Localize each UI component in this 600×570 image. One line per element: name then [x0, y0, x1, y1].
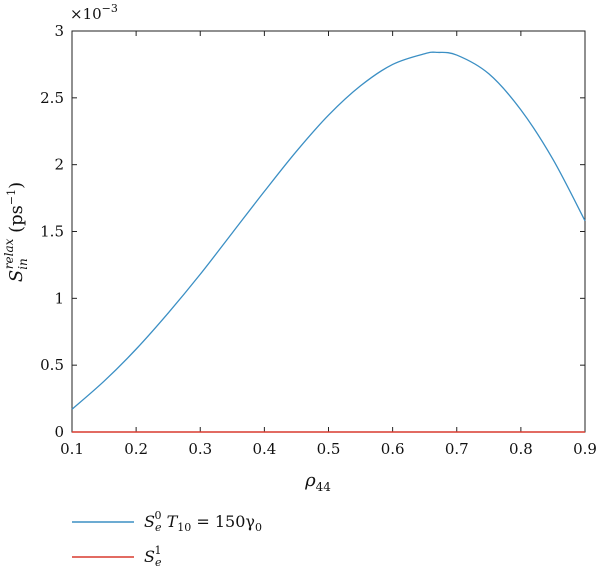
x-tick-label: 0.7 — [445, 440, 469, 458]
x-tick-label: 0.1 — [60, 440, 84, 458]
legend-label-series-2: Se1 — [144, 544, 162, 569]
legend-entry-series-1: Se0 T10 = 150γ0 — [72, 509, 262, 534]
x-ticks: 0.1 0.2 0.3 0.4 0.5 0.6 0.7 0.8 0.9 — [60, 31, 597, 458]
y-tick-label: 0.5 — [40, 356, 64, 374]
x-tick-label: 0.5 — [317, 440, 341, 458]
x-tick-label: 0.2 — [124, 440, 148, 458]
y-tick-label: 3 — [54, 22, 64, 40]
x-tick-label: 0.6 — [381, 440, 405, 458]
y-tick-label: 2 — [54, 156, 64, 174]
y-axis-label: Sinrelax (ps−1) — [2, 182, 30, 282]
legend: Se0 T10 = 150γ0 Se1 — [72, 509, 262, 569]
y-tick-label: 1 — [54, 289, 64, 307]
series-line-1 — [71, 51, 586, 410]
y-scale-multiplier: ×10−3 — [70, 2, 118, 23]
x-tick-label: 0.4 — [252, 440, 276, 458]
y-ticks: 0 0.5 1 1.5 2 2.5 3 — [40, 22, 585, 441]
legend-label-series-1: Se0 T10 = 150γ0 — [144, 509, 262, 534]
x-tick-label: 0.9 — [573, 440, 597, 458]
series-lines — [71, 51, 586, 433]
plot-frame — [71, 30, 586, 433]
y-tick-label: 2.5 — [40, 89, 64, 107]
y-tick-label: 1.5 — [40, 223, 64, 241]
x-tick-label: 0.8 — [509, 440, 533, 458]
y-tick-label: 0 — [54, 423, 64, 441]
x-tick-label: 0.3 — [188, 440, 212, 458]
x-axis-label: ρ44 — [304, 470, 331, 494]
legend-entry-series-2: Se1 — [72, 544, 162, 569]
